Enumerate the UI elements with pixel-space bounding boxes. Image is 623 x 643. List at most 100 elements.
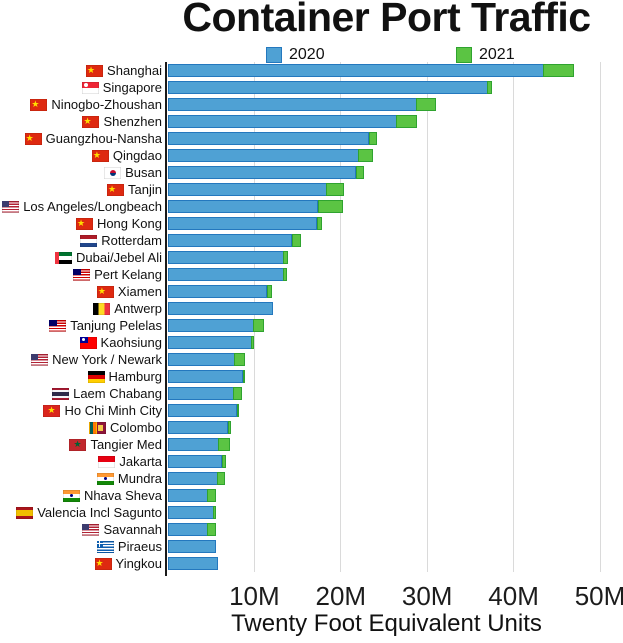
- port-row: Tanjung Pelelas: [0, 317, 623, 334]
- port-row: Colombo: [0, 419, 623, 436]
- port-row: Valencia Incl Sagunto: [0, 504, 623, 521]
- chart-title: Container Port Traffic: [182, 0, 591, 40]
- bar-2020: [168, 183, 327, 196]
- bar-2021-segment: [236, 404, 239, 417]
- legend-entry-2021: 2021: [456, 46, 515, 64]
- port-row: Los Angeles/Longbeach: [0, 198, 623, 215]
- bar-2020: [168, 319, 254, 332]
- bar-2020: [168, 489, 208, 502]
- flag-morocco-icon: [69, 438, 87, 451]
- gridline: [426, 62, 428, 572]
- legend-label-2020: 2020: [289, 46, 325, 63]
- port-row: Hamburg: [0, 368, 623, 385]
- flag-china-icon: [75, 217, 93, 230]
- bar-2020: [168, 455, 223, 468]
- flag-singapore-icon: [81, 81, 99, 94]
- bar-2021-segment: [234, 353, 246, 366]
- port-row: Rotterdam: [0, 232, 623, 249]
- bar-2020: [168, 200, 319, 213]
- port-row: Xiamen: [0, 283, 623, 300]
- bar-2021-segment: [358, 149, 374, 162]
- port-label: Singapore: [102, 80, 162, 95]
- port-label: New York / Newark: [52, 352, 162, 367]
- port-label: Dubai/Jebel Ali: [76, 250, 162, 265]
- bar-2020: [168, 166, 357, 179]
- port-label: Kaohsiung: [100, 335, 162, 350]
- port-row: Shanghai: [0, 62, 623, 79]
- port-row: Guangzhou-Nansha: [0, 130, 623, 147]
- bar-2020: [168, 557, 219, 570]
- port-row: Yingkou: [0, 555, 623, 572]
- x-tick-label: 50M: [574, 581, 623, 611]
- bar-2020: [168, 506, 214, 519]
- flag-china-icon: [24, 132, 42, 145]
- port-row: Dubai/Jebel Ali: [0, 249, 623, 266]
- legend-swatch-2020-icon: [266, 47, 282, 63]
- x-tick-label: 10M: [229, 581, 280, 611]
- bar-2020: [168, 285, 268, 298]
- x-axis-title: Twenty Foot Equivalent Units: [231, 610, 542, 637]
- bar-2021-segment: [218, 438, 230, 451]
- bar-2021-segment: [283, 251, 289, 264]
- port-row: Hong Kong: [0, 215, 623, 232]
- port-label: Guangzhou-Nansha: [45, 131, 162, 146]
- bar-2021-segment: [233, 387, 242, 400]
- x-tick-label: 20M: [315, 581, 367, 611]
- port-row: Qingdao: [0, 147, 623, 164]
- bar-2020: [168, 421, 229, 434]
- bar-2021-segment: [326, 183, 344, 196]
- port-label: Shanghai: [107, 63, 162, 78]
- bar-2020: [168, 234, 293, 247]
- port-row: Tanjin: [0, 181, 623, 198]
- port-row: Kaohsiung: [0, 334, 623, 351]
- bar-2020: [168, 132, 370, 145]
- flag-usa-icon: [31, 353, 49, 366]
- y-axis-line: [165, 62, 167, 576]
- bar-2020: [168, 438, 219, 451]
- port-label: Yingkou: [115, 556, 163, 571]
- flag-spain-icon: [16, 506, 34, 519]
- legend-swatch-2021-icon: [456, 47, 472, 63]
- bar-2021-segment: [242, 370, 245, 383]
- bar-2020: [168, 472, 218, 485]
- port-label: Ho Chi Minh City: [64, 403, 162, 418]
- port-label: Shenzhen: [103, 114, 162, 129]
- bar-2020: [168, 149, 359, 162]
- bar-2021-segment: [207, 489, 216, 502]
- port-label: Savannah: [103, 522, 162, 537]
- port-label: Colombo: [109, 420, 162, 435]
- port-label: Qingdao: [112, 148, 162, 163]
- bar-2020: [168, 98, 417, 111]
- bar-2020: [168, 353, 235, 366]
- flag-china-icon: [91, 149, 109, 162]
- port-row: Ninogbo-Zhoushan: [0, 96, 623, 113]
- flag-south-korea-icon: [104, 166, 122, 179]
- bar-2021-segment: [416, 98, 437, 111]
- flag-china-icon: [96, 285, 114, 298]
- bar-2020: [168, 336, 252, 349]
- port-row: Singapore: [0, 79, 623, 96]
- bar-2020: [168, 64, 544, 77]
- flag-india-icon: [62, 489, 80, 502]
- flag-thailand-icon: [52, 387, 70, 400]
- x-tick-label: 30M: [401, 581, 453, 611]
- bar-2020: [168, 217, 318, 230]
- bar-2021-segment: [283, 268, 287, 281]
- flag-malaysia-icon: [49, 319, 67, 332]
- bar-2021-segment: [487, 81, 493, 94]
- port-label: Pert Kelang: [94, 267, 162, 282]
- port-label: Piraeus: [117, 539, 162, 554]
- bar-2020: [168, 302, 273, 315]
- bar-2020: [168, 387, 234, 400]
- port-row: Antwerp: [0, 300, 623, 317]
- port-label: Mundra: [117, 471, 162, 486]
- flag-china-icon: [82, 115, 100, 128]
- port-row: Busan: [0, 164, 623, 181]
- port-row: Pert Kelang: [0, 266, 623, 283]
- bar-2021-segment: [266, 285, 273, 298]
- flag-netherlands-icon: [80, 234, 98, 247]
- bar-2021-segment: [251, 336, 254, 349]
- flag-greece-icon: [96, 540, 114, 553]
- flag-china-icon: [94, 557, 112, 570]
